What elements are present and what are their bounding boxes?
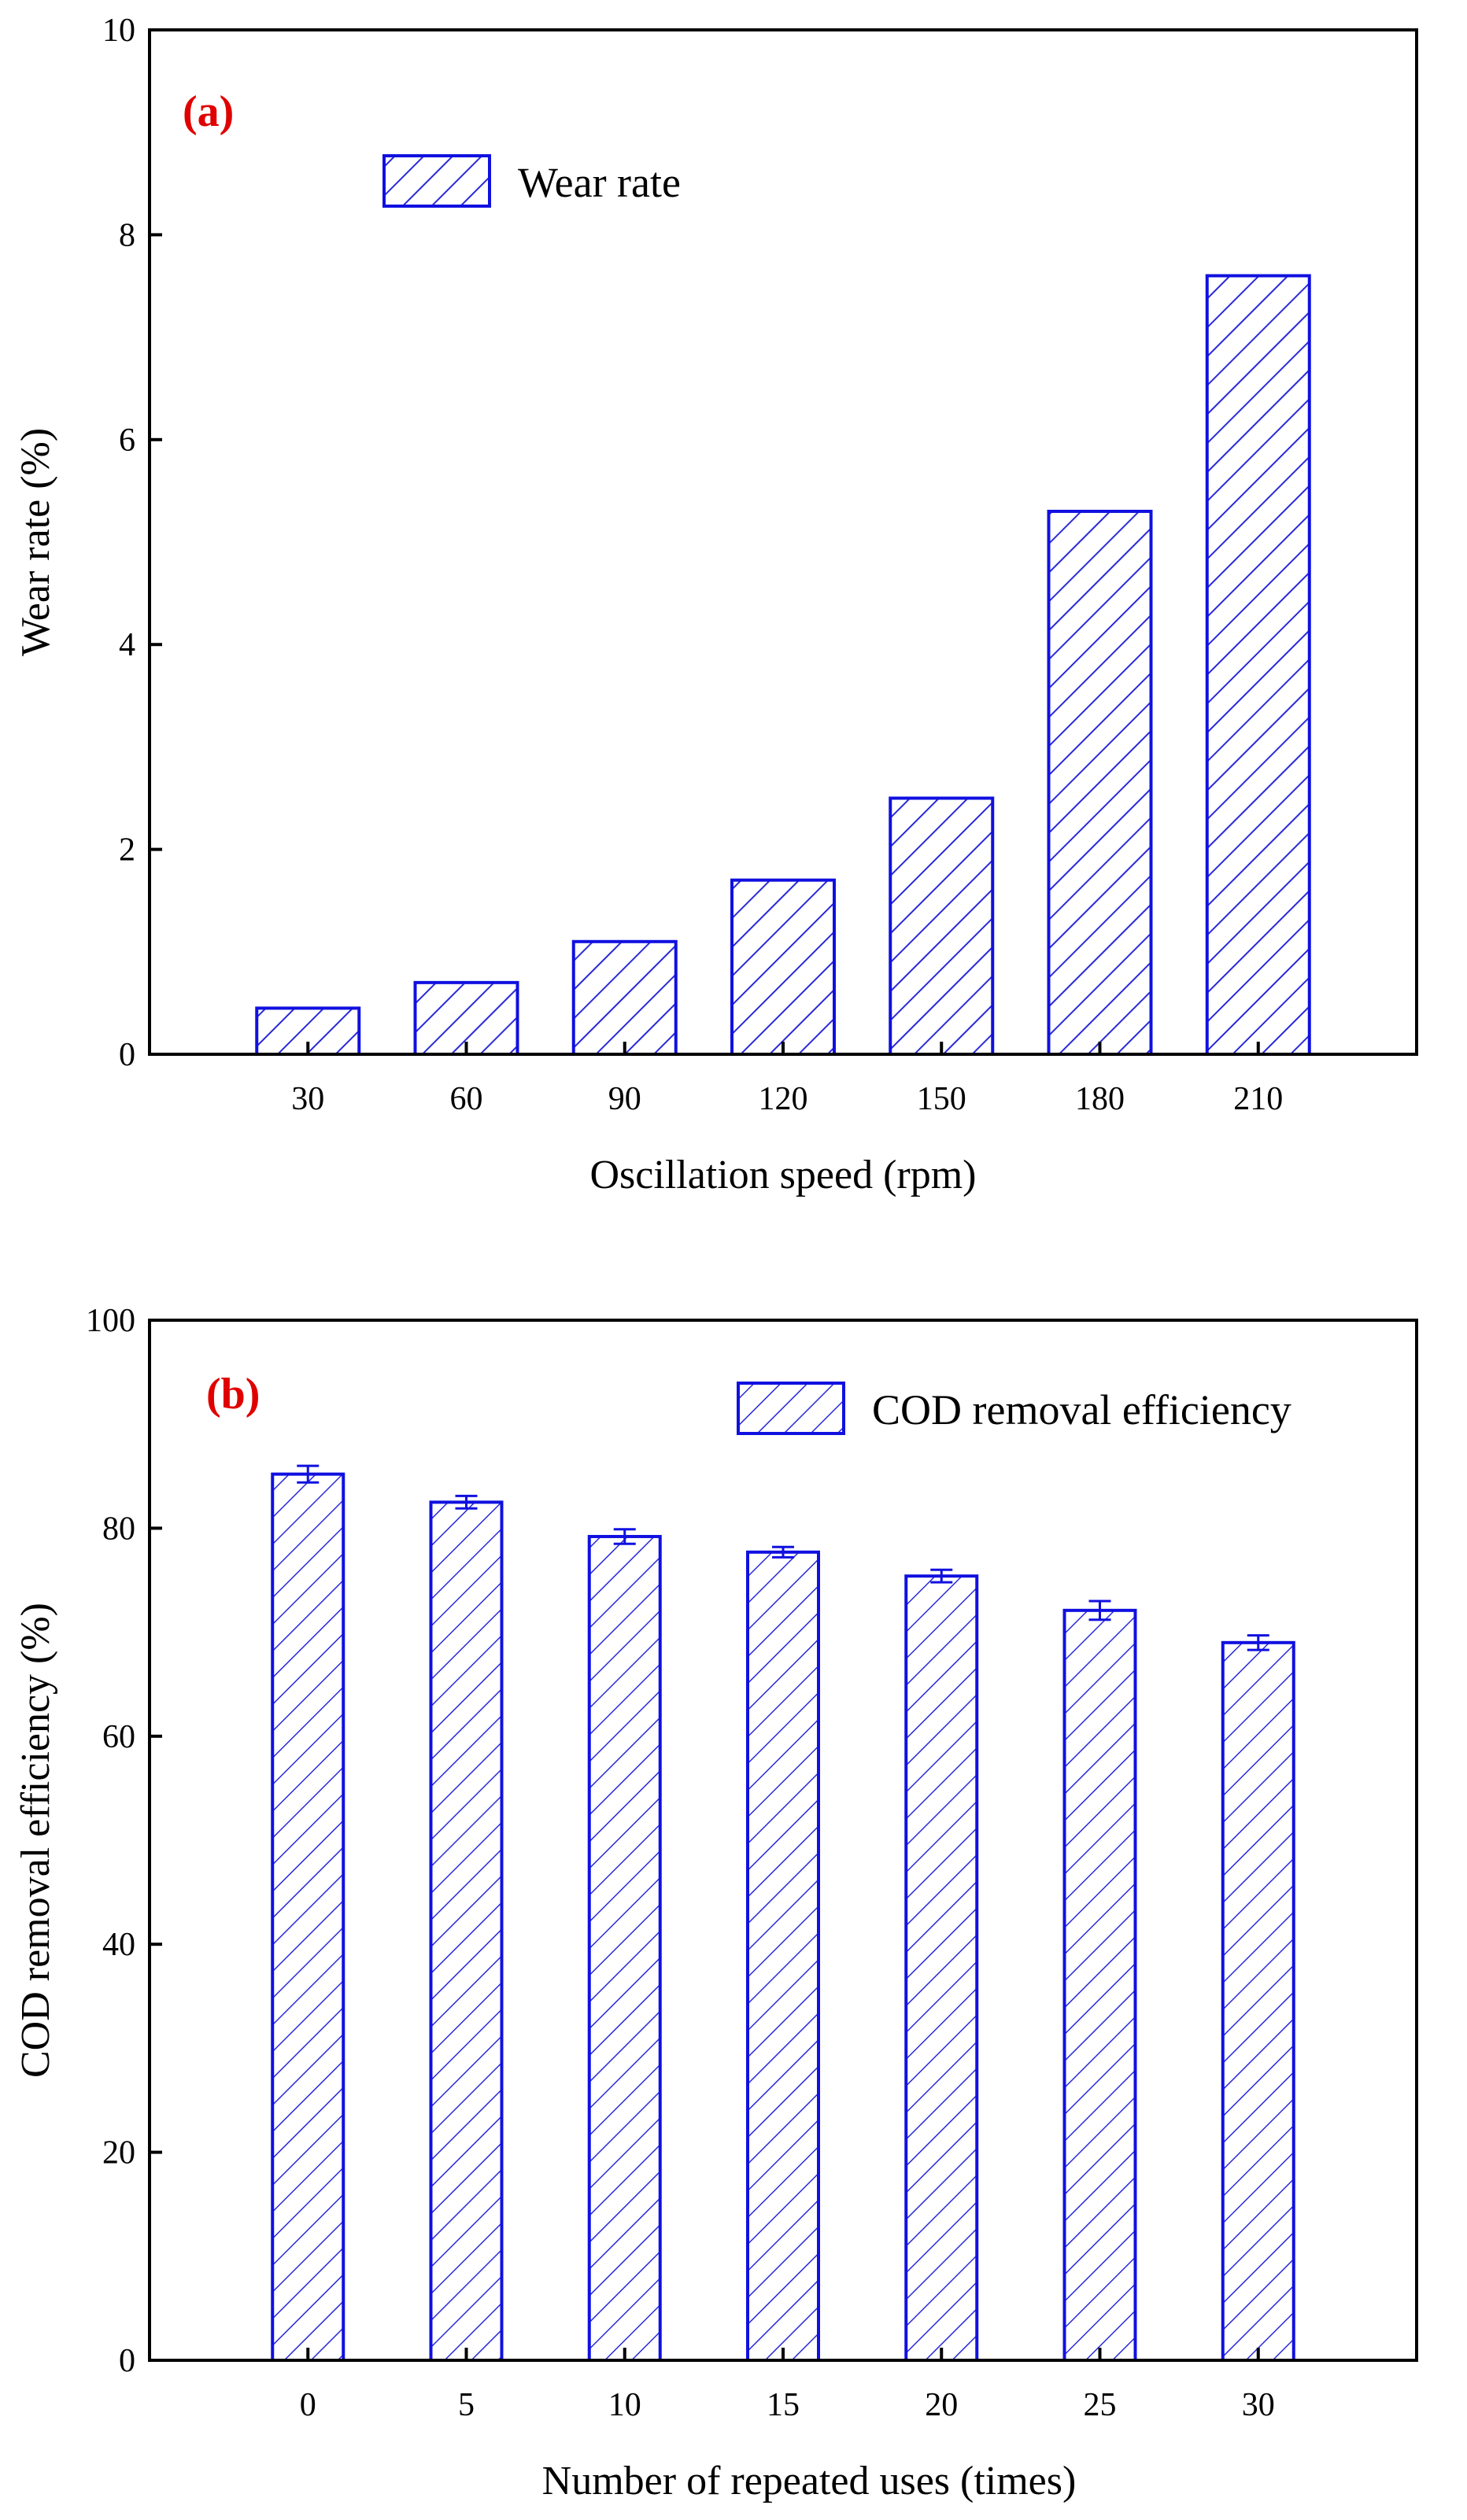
legend-label: COD removal efficiency <box>872 1386 1291 1433</box>
error-bar-5 <box>455 1494 478 1510</box>
y-tick-label: 8 <box>119 217 135 253</box>
x-tick-label: 120 <box>759 1081 808 1117</box>
x-tick-label: 30 <box>1242 2387 1275 2423</box>
legend: COD removal efficiency <box>737 1382 1291 1435</box>
x-axis-title: Oscillation speed (rpm) <box>590 1153 977 1197</box>
bar-150 <box>889 796 995 1056</box>
bar-25 <box>1062 1608 1137 2362</box>
x-axis-ticks: 30 60 90 120 150 180 210 <box>291 1042 1283 1117</box>
chart-wear-rate: 0 2 4 6 8 10 30 60 90 120 150 180 210 (a) Wear rate… <box>13 13 1418 1197</box>
y-tick-label: 20 <box>102 2135 135 2171</box>
chart-cod-removal: 0 20 40 60 80 100 0 5 10 15 20 25 30 (b) COD remova… <box>13 1303 1418 2503</box>
error-bar-10 <box>613 1528 636 1545</box>
panel-label: (a) <box>183 87 234 136</box>
bar-20 <box>904 1574 979 2363</box>
error-bar-30 <box>1247 1634 1269 1651</box>
error-bar-25 <box>1088 1599 1111 1622</box>
y-axis-title: COD removal efficiency (%) <box>13 1603 58 2078</box>
bar-210 <box>1205 274 1311 1057</box>
y-tick-label: 100 <box>86 1303 135 1339</box>
bar-180 <box>1047 509 1153 1056</box>
y-tick-label: 4 <box>119 627 135 663</box>
bar-5 <box>429 1500 504 2362</box>
y-tick-label: 40 <box>102 1927 135 1963</box>
bar-120 <box>730 878 836 1057</box>
x-tick-label: 30 <box>291 1081 324 1117</box>
x-tick-label: 210 <box>1233 1081 1283 1117</box>
x-axis-ticks: 0 5 10 15 20 25 30 <box>300 2348 1275 2423</box>
y-axis-title: Wear rate (%) <box>13 428 58 656</box>
legend-swatch <box>737 1382 845 1435</box>
bar-group <box>255 274 1311 1057</box>
error-bar-0 <box>297 1464 320 1484</box>
x-tick-label: 180 <box>1075 1081 1125 1117</box>
x-tick-label: 150 <box>917 1081 966 1117</box>
panel-label: (b) <box>206 1370 260 1419</box>
bar-30 <box>1221 1640 1295 2363</box>
y-tick-label: 10 <box>102 13 135 49</box>
bar-10 <box>587 1534 662 2362</box>
error-bar-20 <box>930 1568 953 1584</box>
y-tick-label: 0 <box>119 2343 135 2379</box>
bar-group <box>271 1464 1295 2363</box>
x-tick-label: 0 <box>300 2387 316 2423</box>
x-tick-label: 20 <box>925 2387 958 2423</box>
bar-15 <box>746 1550 820 2362</box>
x-tick-label: 10 <box>608 2387 641 2423</box>
error-bar-15 <box>772 1545 794 1559</box>
x-tick-label: 25 <box>1084 2387 1117 2423</box>
x-tick-label: 60 <box>450 1081 483 1117</box>
legend-label: Wear rate <box>518 159 681 206</box>
legend-swatch <box>382 154 491 208</box>
x-tick-label: 90 <box>608 1081 641 1117</box>
bar-0 <box>271 1472 346 2362</box>
x-tick-label: 5 <box>458 2387 475 2423</box>
y-tick-label: 0 <box>119 1037 135 1073</box>
y-tick-label: 6 <box>119 422 135 459</box>
y-tick-label: 80 <box>102 1511 135 1547</box>
x-tick-label: 15 <box>767 2387 800 2423</box>
y-tick-label: 2 <box>119 832 135 869</box>
y-tick-label: 60 <box>102 1719 135 1755</box>
y-axis-ticks: 0 20 40 60 80 100 <box>86 1303 162 2379</box>
y-axis-ticks: 0 2 4 6 8 10 <box>102 13 162 1073</box>
x-axis-title: Number of repeated uses (times) <box>542 2459 1077 2503</box>
bar-90 <box>571 939 678 1057</box>
legend: Wear rate <box>382 154 681 208</box>
